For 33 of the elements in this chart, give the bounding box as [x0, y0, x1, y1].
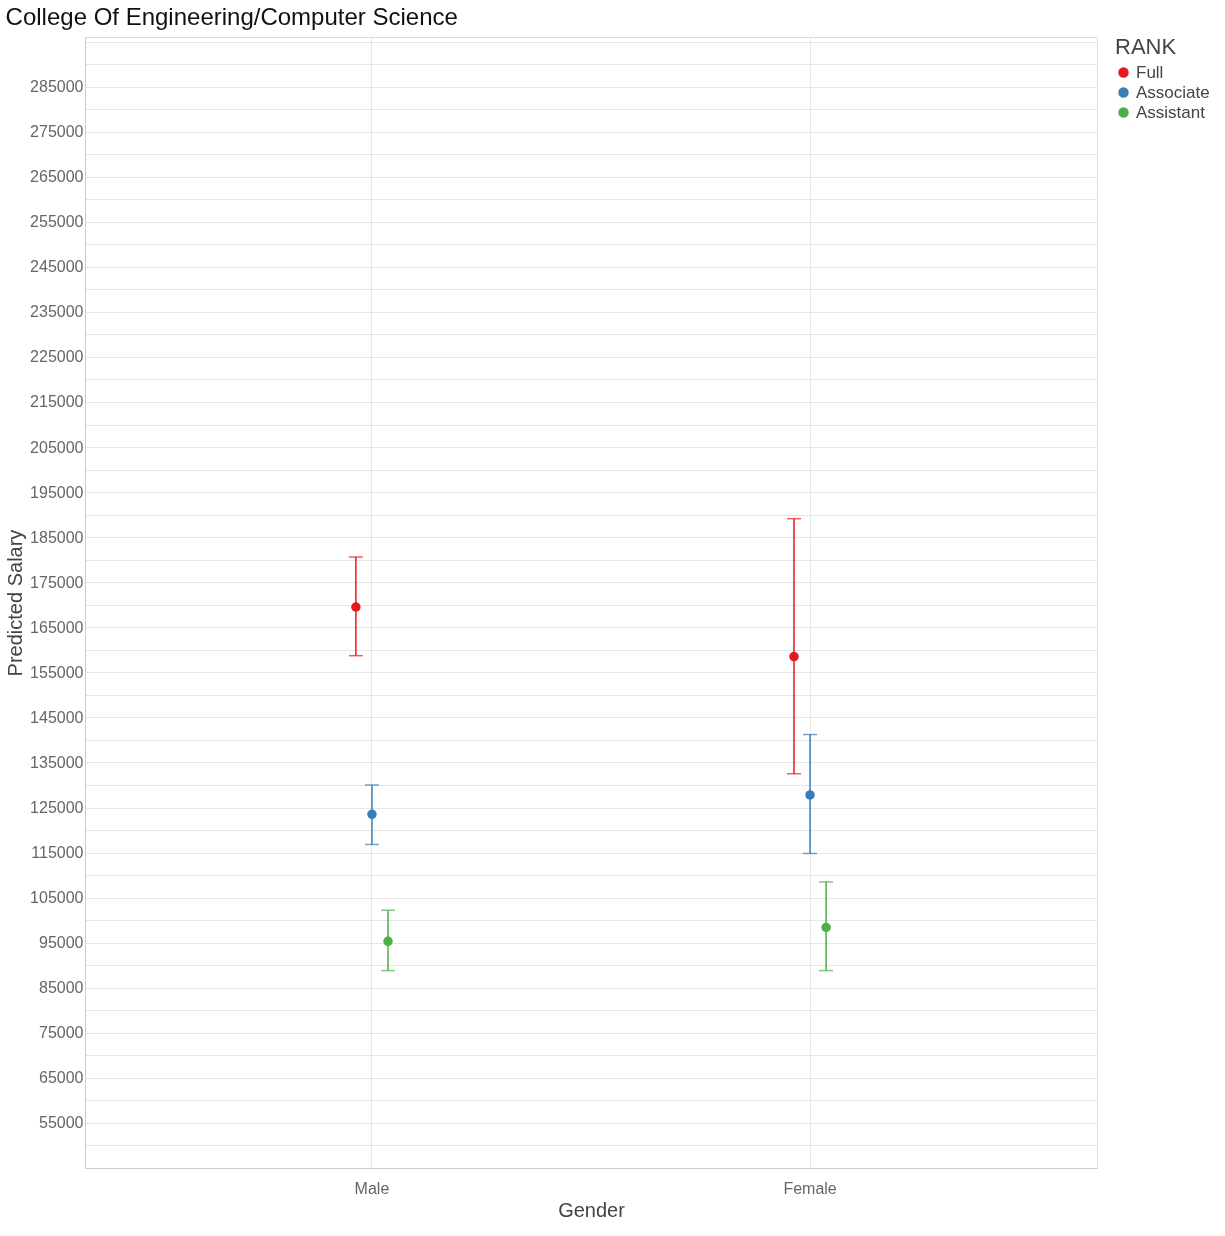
- x-tick-label: Female: [783, 1179, 837, 1197]
- legend-title: RANK: [1115, 34, 1177, 59]
- y-tick-label: 205000: [30, 438, 84, 456]
- y-tick-label: 215000: [30, 393, 84, 411]
- y-tick-label: 95000: [39, 934, 84, 952]
- legend-label: Full: [1136, 62, 1164, 82]
- y-tick-label: 255000: [30, 213, 84, 231]
- y-tick-label: 145000: [30, 708, 84, 726]
- y-tick-label: 105000: [30, 889, 84, 907]
- y-tick-label: 85000: [39, 979, 84, 997]
- y-tick-label: 155000: [30, 663, 84, 681]
- y-tick-label: 225000: [30, 348, 84, 366]
- y-tick-label: 195000: [30, 483, 84, 501]
- y-tick-label: 245000: [30, 258, 84, 276]
- y-axis-title: Predicted Salary: [4, 529, 27, 677]
- y-tick-label: 125000: [30, 799, 84, 817]
- y-tick-label: 165000: [30, 618, 84, 636]
- y-tick-label: 55000: [39, 1114, 84, 1132]
- y-tick-label: 75000: [39, 1024, 84, 1042]
- y-tick-label: 235000: [30, 303, 84, 321]
- legend-label: Assistant: [1136, 102, 1206, 122]
- x-tick-label: Male: [354, 1179, 390, 1197]
- y-tick-label: 185000: [30, 528, 84, 546]
- y-tick-label: 115000: [31, 844, 84, 862]
- y-tick-label: 175000: [30, 573, 84, 591]
- legend-label: Associate: [1136, 82, 1210, 102]
- x-axis-title: Gender: [558, 1198, 626, 1221]
- y-tick-label: 135000: [30, 753, 84, 771]
- y-tick-label: 65000: [39, 1069, 84, 1087]
- chart-title: College Of Engineering/Computer Science: [5, 2, 458, 30]
- y-tick-label: 275000: [30, 123, 84, 141]
- y-tick-label: 265000: [30, 168, 84, 186]
- y-tick-label: 285000: [30, 78, 84, 96]
